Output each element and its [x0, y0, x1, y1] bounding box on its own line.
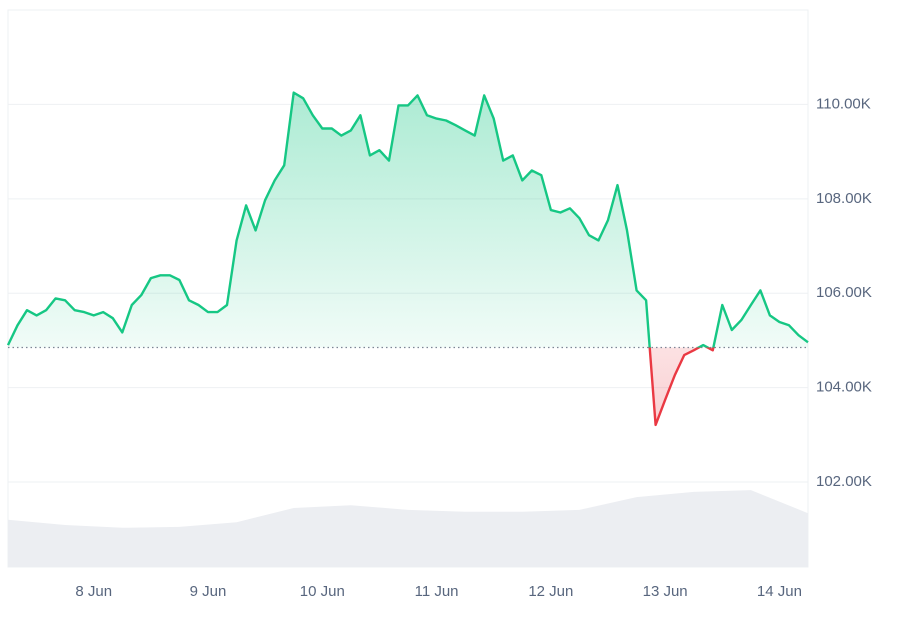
price-area: [8, 92, 808, 425]
y-tick-label: 106.00K: [816, 284, 872, 301]
y-tick-label: 108.00K: [816, 190, 872, 207]
y-tick-label: 102.00K: [816, 473, 872, 490]
x-tick-label: 13 Jun: [643, 583, 688, 600]
x-tick-label: 12 Jun: [528, 583, 573, 600]
y-tick-label: 110.00K: [816, 95, 871, 112]
x-tick-label: 11 Jun: [415, 583, 459, 600]
price-line: [6, 91, 809, 427]
x-tick-label: 8 Jun: [75, 583, 112, 600]
volume-area: [8, 490, 808, 567]
x-tick-label: 9 Jun: [190, 583, 227, 600]
x-tick-label: 14 Jun: [757, 583, 802, 600]
y-tick-label: 104.00K: [816, 379, 872, 396]
x-tick-label: 10 Jun: [300, 583, 345, 600]
